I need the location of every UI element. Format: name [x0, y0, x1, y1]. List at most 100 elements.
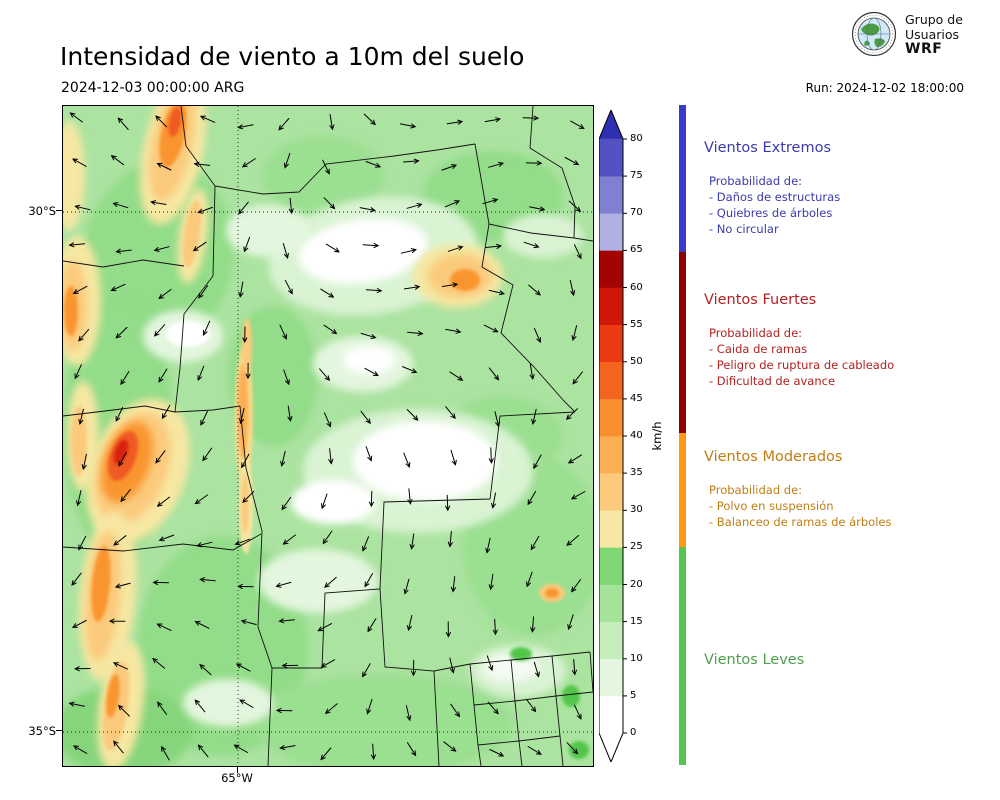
category-bar-segment: [679, 547, 686, 765]
wind-intensity-patch: [298, 218, 428, 284]
wind-intensity-patch: [63, 121, 85, 231]
colorbar-tick-label: 65: [630, 244, 643, 256]
colorbar-extend-top: [599, 110, 623, 139]
wind-intensity-patch: [183, 679, 273, 727]
legend-item-list: - Caida de ramas - Peligro de ruptura de…: [704, 341, 1000, 389]
colorbar-tick-label: 0: [630, 727, 637, 738]
legend-item: - Balanceo de ramas de árboles: [709, 515, 892, 529]
wind-intensity-patch: [503, 214, 583, 258]
admin-boundary: [589, 651, 593, 693]
admin-boundary: [510, 659, 523, 766]
legend-section-extremos: Vientos Extremos Probabilidad de: - Daño…: [704, 139, 1000, 237]
colorbar-extend-bottom: [599, 733, 623, 762]
wind-intensity-patch: [182, 200, 202, 268]
wind-intensity-patch: [64, 286, 78, 336]
admin-boundary: [272, 411, 576, 669]
legend-subtitle: Probabilidad de:: [709, 174, 803, 188]
colorbar-segment: [599, 435, 623, 474]
admin-boundary: [63, 405, 241, 417]
legend-title: Vientos Leves: [704, 652, 805, 668]
colorbar-tick-label: 50: [630, 355, 643, 367]
wind-intensity-patch: [510, 647, 532, 661]
wind-map: [62, 105, 594, 767]
colorbar-tick-label: 10: [630, 652, 643, 664]
colorbar-segment: [599, 472, 623, 511]
legend-section-fuertes: Vientos Fuertes Probabilidad de: - Caida…: [704, 291, 1000, 389]
admin-boundary: [63, 533, 262, 552]
lat-label-30s: 30°S: [28, 204, 56, 218]
colorbar-segment: [599, 324, 623, 363]
lat-tick-30s: [56, 210, 62, 211]
wrf-logo-text: Grupo de Usuarios WRF: [905, 12, 963, 57]
colorbar-tick-label: 75: [630, 170, 643, 182]
wind-intensity-patch: [569, 741, 589, 759]
admin-boundary: [379, 588, 440, 766]
admin-boundary: [63, 259, 185, 268]
legend-item: - Polvo en suspensión: [709, 499, 834, 513]
logo-line-2: Usuarios: [905, 26, 960, 42]
colorbar-segment: [599, 212, 623, 251]
colorbar-tick-label: 20: [630, 578, 643, 590]
colorbar-segment: [599, 695, 623, 734]
colorbar-tick-label: 80: [630, 133, 643, 144]
category-color-bar: [679, 105, 686, 765]
colorbar-segment: [599, 584, 623, 622]
colorbar-tick-label: 5: [630, 689, 637, 701]
legend-section-moderados: Vientos Moderados Probabilidad de: - Pol…: [704, 448, 1000, 530]
lat-label-35s: 35°S: [28, 724, 56, 738]
colorbar-tick-label: 30: [630, 504, 643, 516]
lon-tick-65w: [237, 767, 238, 773]
legend-subtitle: Probabilidad de:: [709, 483, 803, 497]
wind-intensity-patch: [343, 346, 395, 374]
legend-subtitle: Probabilidad de:: [709, 326, 803, 340]
admin-boundary: [488, 223, 593, 242]
colorbar-segment: [599, 250, 623, 288]
wind-intensity-patch: [91, 546, 111, 622]
page-title: Intensidad de viento a 10m del suelo: [60, 41, 525, 71]
legend-item: - Caida de ramas: [709, 342, 808, 356]
colorbar-segment: [599, 398, 623, 437]
wind-intensity-patch: [241, 474, 249, 534]
legend-section-leves: Vientos Leves: [704, 651, 1000, 669]
admin-boundary: [477, 735, 561, 746]
legend-item-list: - Daños de estructuras - Quiebres de árb…: [704, 189, 1000, 237]
wind-intensity-patch: [450, 269, 480, 291]
valid-datetime: 2024-12-03 00:00:00 ARG: [61, 80, 245, 96]
legend-title: Vientos Moderados: [704, 449, 843, 465]
admin-boundary: [551, 655, 564, 766]
colorbar-tick-label: 55: [630, 318, 643, 330]
colorbar-segment: [599, 138, 623, 177]
colorbar: 0 5 10 15 20 25 30 35 40 45 50 55 60 65 70 75 80: [599, 110, 671, 762]
wind-intensity-patch: [168, 107, 182, 137]
wind-intensity-patch: [562, 685, 580, 707]
colorbar-segment: [599, 547, 623, 585]
wind-intensity-patch: [253, 674, 513, 766]
legend-item: - Daños de estructuras: [709, 190, 841, 204]
colorbar-segment: [599, 658, 623, 697]
wind-intensity-map-canvas: [63, 106, 593, 766]
admin-boundary: [469, 663, 482, 766]
run-datetime: Run: 2024-12-02 18:00:00: [805, 81, 964, 95]
category-bar-segment: [679, 105, 686, 252]
wind-intensity-patch: [291, 480, 375, 524]
wind-intensity-patch: [242, 318, 252, 374]
admin-boundary: [174, 106, 216, 413]
colorbar-scale: [599, 110, 627, 762]
lon-label-65w: 65°W: [221, 771, 253, 785]
admin-boundary: [239, 405, 273, 766]
logo-line-3: WRF: [905, 40, 943, 57]
legend-item: - Dificultad de avance: [709, 374, 836, 388]
legend-item: - Peligro de ruptura de cableado: [709, 358, 895, 372]
colorbar-tick-label: 70: [630, 207, 643, 219]
admin-boundary: [529, 106, 576, 239]
lat-tick-35s: [56, 730, 62, 731]
category-bar-segment: [679, 433, 686, 547]
colorbar-tick-label: 15: [630, 615, 643, 627]
colorbar-unit-label: km/h: [650, 421, 664, 451]
admin-boundary: [473, 691, 593, 706]
wind-intensity-patch: [71, 406, 87, 476]
wrf-logo: Grupo de Usuarios WRF: [851, 11, 963, 57]
colorbar-tick-label: 40: [630, 430, 643, 441]
legend-item: - Quiebres de árboles: [709, 206, 833, 220]
colorbar-segment: [599, 621, 623, 660]
